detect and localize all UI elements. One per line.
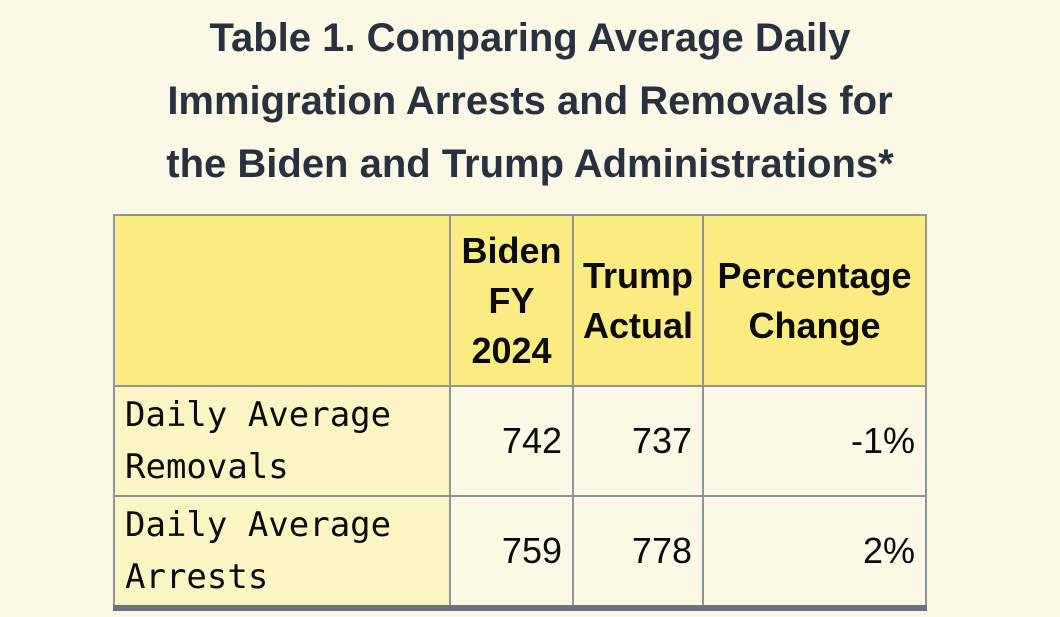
header-row: Biden FY 2024 Trump Actual Percentage Ch… — [113, 214, 927, 387]
arrests-trump-value: 778 — [572, 495, 704, 611]
immigration-comparison-table: Biden FY 2024 Trump Actual Percentage Ch… — [113, 214, 927, 611]
row-label-daily-average-removals: Daily Average Removals — [113, 385, 451, 497]
table-caption-line-2: Immigration Arrests and Removals for — [167, 79, 893, 123]
table-caption: Table 1. Comparing Average Daily Immigra… — [10, 0, 1050, 196]
table-caption-line-1: Table 1. Comparing Average Daily — [209, 16, 851, 60]
removals-biden-value: 742 — [449, 385, 574, 497]
header-empty-cell — [113, 214, 451, 387]
arrests-percentage-change: 2% — [702, 495, 927, 611]
arrests-biden-value: 759 — [449, 495, 574, 611]
table-caption-line-3: the Biden and Trump Administrations* — [166, 142, 894, 186]
removals-trump-value: 737 — [572, 385, 704, 497]
header-trump-actual: Trump Actual — [572, 214, 704, 387]
table-row-removals: Daily Average Removals 742 737 -1% — [113, 385, 927, 497]
header-percentage-change: Percentage Change — [702, 214, 927, 387]
removals-percentage-change: -1% — [702, 385, 927, 497]
row-label-daily-average-arrests: Daily Average Arrests — [113, 495, 451, 611]
header-biden-fy-2024: Biden FY 2024 — [449, 214, 574, 387]
table-row-arrests: Daily Average Arrests 759 778 2% — [113, 495, 927, 611]
